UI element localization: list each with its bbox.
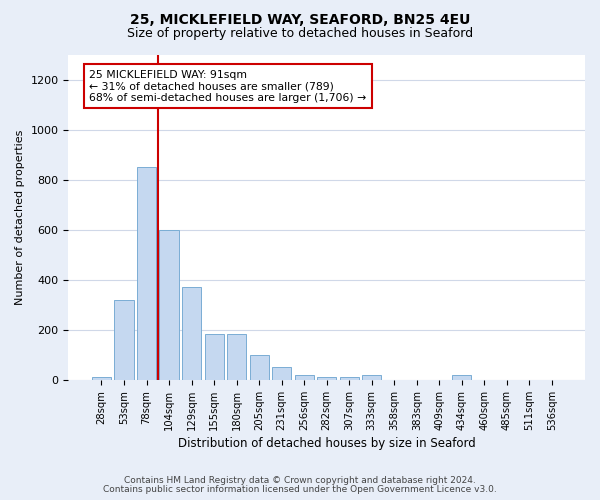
- Bar: [115, 300, 134, 380]
- Text: Contains public sector information licensed under the Open Government Licence v3: Contains public sector information licen…: [103, 485, 497, 494]
- Bar: [272, 368, 291, 380]
- Bar: [227, 334, 246, 380]
- Bar: [362, 375, 382, 380]
- Y-axis label: Number of detached properties: Number of detached properties: [15, 130, 25, 305]
- Bar: [160, 230, 179, 380]
- Bar: [205, 334, 224, 380]
- Bar: [317, 377, 336, 380]
- Bar: [250, 355, 269, 380]
- Bar: [182, 288, 201, 380]
- Text: 25 MICKLEFIELD WAY: 91sqm
← 31% of detached houses are smaller (789)
68% of semi: 25 MICKLEFIELD WAY: 91sqm ← 31% of detac…: [89, 70, 367, 103]
- Bar: [295, 375, 314, 380]
- Bar: [92, 378, 111, 380]
- X-axis label: Distribution of detached houses by size in Seaford: Distribution of detached houses by size …: [178, 437, 476, 450]
- Bar: [137, 168, 156, 380]
- Text: 25, MICKLEFIELD WAY, SEAFORD, BN25 4EU: 25, MICKLEFIELD WAY, SEAFORD, BN25 4EU: [130, 12, 470, 26]
- Text: Size of property relative to detached houses in Seaford: Size of property relative to detached ho…: [127, 28, 473, 40]
- Bar: [452, 375, 472, 380]
- Bar: [340, 377, 359, 380]
- Text: Contains HM Land Registry data © Crown copyright and database right 2024.: Contains HM Land Registry data © Crown c…: [124, 476, 476, 485]
